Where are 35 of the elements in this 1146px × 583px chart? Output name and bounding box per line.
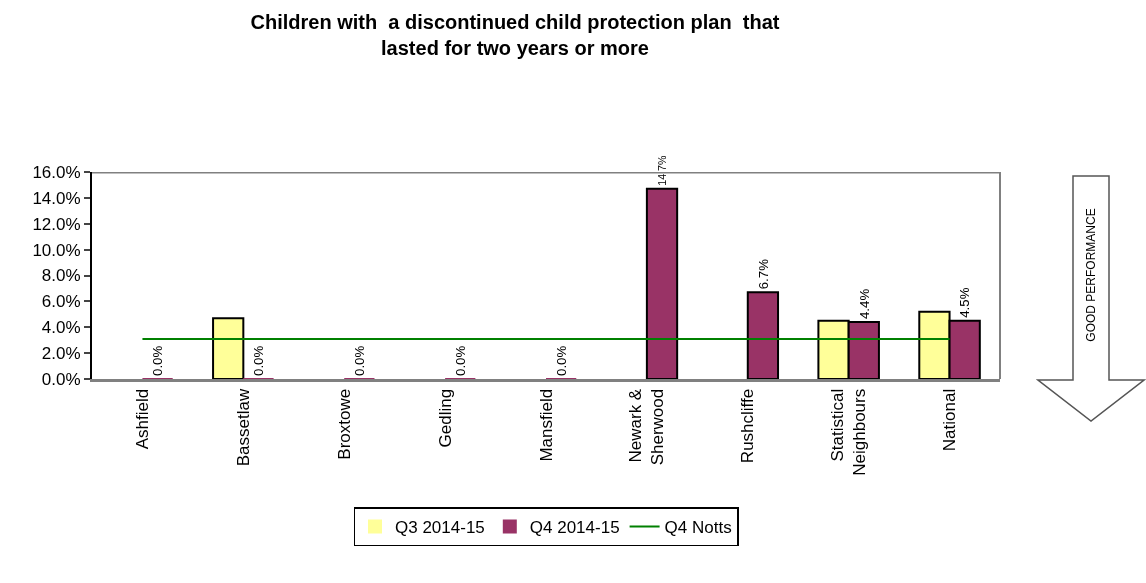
data-label: 14.7% <box>655 155 668 186</box>
x-tick-label: Broxtowe <box>334 388 354 460</box>
data-label: 6.7% <box>755 258 771 290</box>
x-tick-label: Rushcliffe <box>738 388 758 464</box>
x-tick-label: Bassetlaw <box>233 388 253 467</box>
data-label: 4.4% <box>856 288 872 320</box>
y-tick-label: 10.0% <box>32 240 81 260</box>
y-tick-label: 16.0% <box>32 162 81 182</box>
x-tick-label: National <box>940 388 960 452</box>
bar <box>645 187 679 379</box>
y-tick-label: 2.0% <box>41 344 81 364</box>
data-label: 0.0% <box>452 345 468 376</box>
legend-label: Q3 2014-15 <box>395 518 485 538</box>
y-tick-label: 4.0% <box>41 318 81 338</box>
y-tick-label: 0.0% <box>41 369 81 389</box>
data-label: 0.0% <box>251 345 267 376</box>
bar <box>746 291 780 379</box>
x-tick-label: Mansfield <box>536 388 556 462</box>
x-tick-label: Ashfield <box>132 388 152 450</box>
x-tick-label: Statistical Neighbours <box>828 388 870 476</box>
x-tick-label: Newark & Sherwood <box>626 388 668 466</box>
y-tick-label: 14.0% <box>32 188 81 208</box>
x-tick-label: Gedling <box>435 388 455 448</box>
bar <box>212 317 245 379</box>
y-tick-label: 6.0% <box>41 292 81 312</box>
data-label: 4.5% <box>957 287 973 318</box>
y-tick-label: 8.0% <box>41 266 81 286</box>
legend-label: Q4 Notts <box>664 518 732 538</box>
legend-label: Q4 2014-15 <box>529 518 620 538</box>
data-label: 0.0% <box>553 345 569 376</box>
data-label: 0.0% <box>150 345 166 376</box>
text: GOOD PERFORMANCE <box>1084 208 1098 342</box>
y-tick-label: 12.0% <box>32 214 81 234</box>
data-label: 0.0% <box>352 345 368 376</box>
chart-title: Children with a discontinued child protection plan that lasted for two years or more <box>250 11 780 60</box>
